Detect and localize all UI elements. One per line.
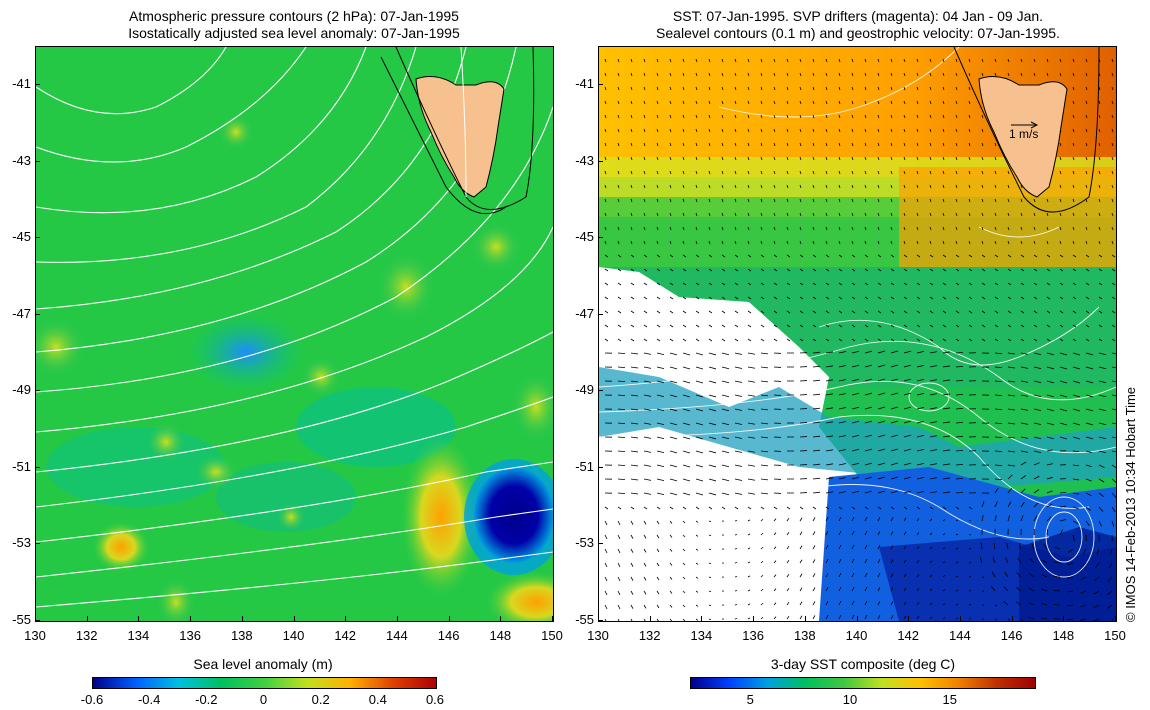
left-x-tick-label: 136 (179, 628, 201, 643)
right-x-tick-label: 142 (897, 628, 920, 643)
right-x-tick-label: 140 (845, 628, 868, 643)
right-y-tick-label: -45 (575, 229, 594, 245)
right-x-tick-label: 134 (690, 628, 713, 643)
left-x-tick-label: 148 (489, 628, 512, 643)
right-title-line1: SST: 07-Jan-1995. SVP drifters (magenta)… (672, 8, 1044, 24)
right-y-tick-label: -49 (575, 382, 594, 398)
right-y-tick-label: -47 (575, 305, 594, 321)
left-title-line1: Atmospheric pressure contours (2 hPa): 0… (129, 8, 459, 24)
right-x-tick-label: 144 (949, 628, 971, 643)
right-colorbar-tick-label: 10 (842, 692, 858, 707)
left-colorbar-tick-label: 0.2 (311, 692, 330, 707)
right-y-tick-label: -53 (575, 535, 594, 551)
left-x-tick-label: 144 (386, 628, 408, 643)
left-y-tick-label: -41 (12, 76, 31, 91)
right-colorbar-tick-label: 15 (942, 692, 957, 707)
left-y-tick-label: -51 (12, 458, 31, 474)
left-y-tick-label: -53 (12, 535, 31, 551)
tasmania-land (415, 76, 505, 198)
left-x-tick-label: 146 (437, 628, 460, 643)
left-x-tick-label: 132 (75, 628, 98, 643)
right-x-tick-label: 148 (1052, 628, 1075, 643)
right-y-tick-label: -43 (575, 152, 594, 168)
right-colorbar-tick-label: 5 (746, 692, 754, 707)
left-y-tick-label: -47 (12, 305, 31, 321)
right-x-tick-label: 130 (587, 628, 609, 643)
credit-text: © IMOS 14-Feb-2013 10:34 Hobart Time (1123, 386, 1138, 622)
left-colorbar (92, 677, 437, 689)
right-x-tick-label: 136 (742, 628, 764, 643)
right-x-tick-label: 146 (1000, 628, 1023, 643)
left-y-tick-label: -49 (12, 382, 31, 398)
right-x-tick-label: 150 (1104, 628, 1126, 643)
sst-map: 1 m/s (598, 46, 1117, 622)
velocity-scale-label: 1 m/s (1009, 127, 1039, 141)
tasmania-land-right (978, 76, 1068, 198)
right-y-tick-label: -51 (575, 458, 594, 474)
left-colorbar-tick-label: -0.2 (195, 692, 218, 707)
left-x-tick-label: 150 (541, 628, 563, 643)
sea-level-anomaly-map (35, 46, 554, 622)
left-colorbar-tick-label: 0 (259, 692, 268, 707)
right-title-line2: Sealevel contours (0.1 m) and geostrophi… (656, 25, 1060, 41)
left-colorbar-tick-label: 0.6 (425, 692, 445, 707)
right-x-tick-label: 132 (638, 628, 661, 643)
left-x-tick-label: 130 (24, 628, 46, 643)
right-colorbar (690, 677, 1036, 689)
right-y-tick-label: -55 (575, 612, 594, 627)
left-x-tick-label: 138 (230, 628, 253, 643)
left-colorbar-tick-label: -0.6 (80, 692, 104, 707)
right-y-tick-label: -41 (575, 76, 594, 91)
left-y-tick-label: -43 (12, 152, 31, 168)
left-colorbar-tick-label: -0.4 (137, 692, 161, 707)
left-x-tick-label: 134 (127, 628, 150, 643)
left-x-tick-label: 142 (334, 628, 357, 643)
left-colorbar-tick-label: 0.4 (368, 692, 387, 707)
left-colorbar-label: Sea level anomaly (m) (193, 656, 333, 672)
right-x-tick-label: 138 (793, 628, 816, 643)
left-title-line2: Isostatically adjusted sea level anomaly… (128, 25, 460, 41)
right-colorbar-label: 3-day SST composite (deg C) (770, 656, 956, 672)
left-y-tick-label: -55 (12, 612, 31, 627)
left-x-tick-label: 140 (282, 628, 305, 643)
left-y-tick-label: -45 (12, 229, 31, 245)
